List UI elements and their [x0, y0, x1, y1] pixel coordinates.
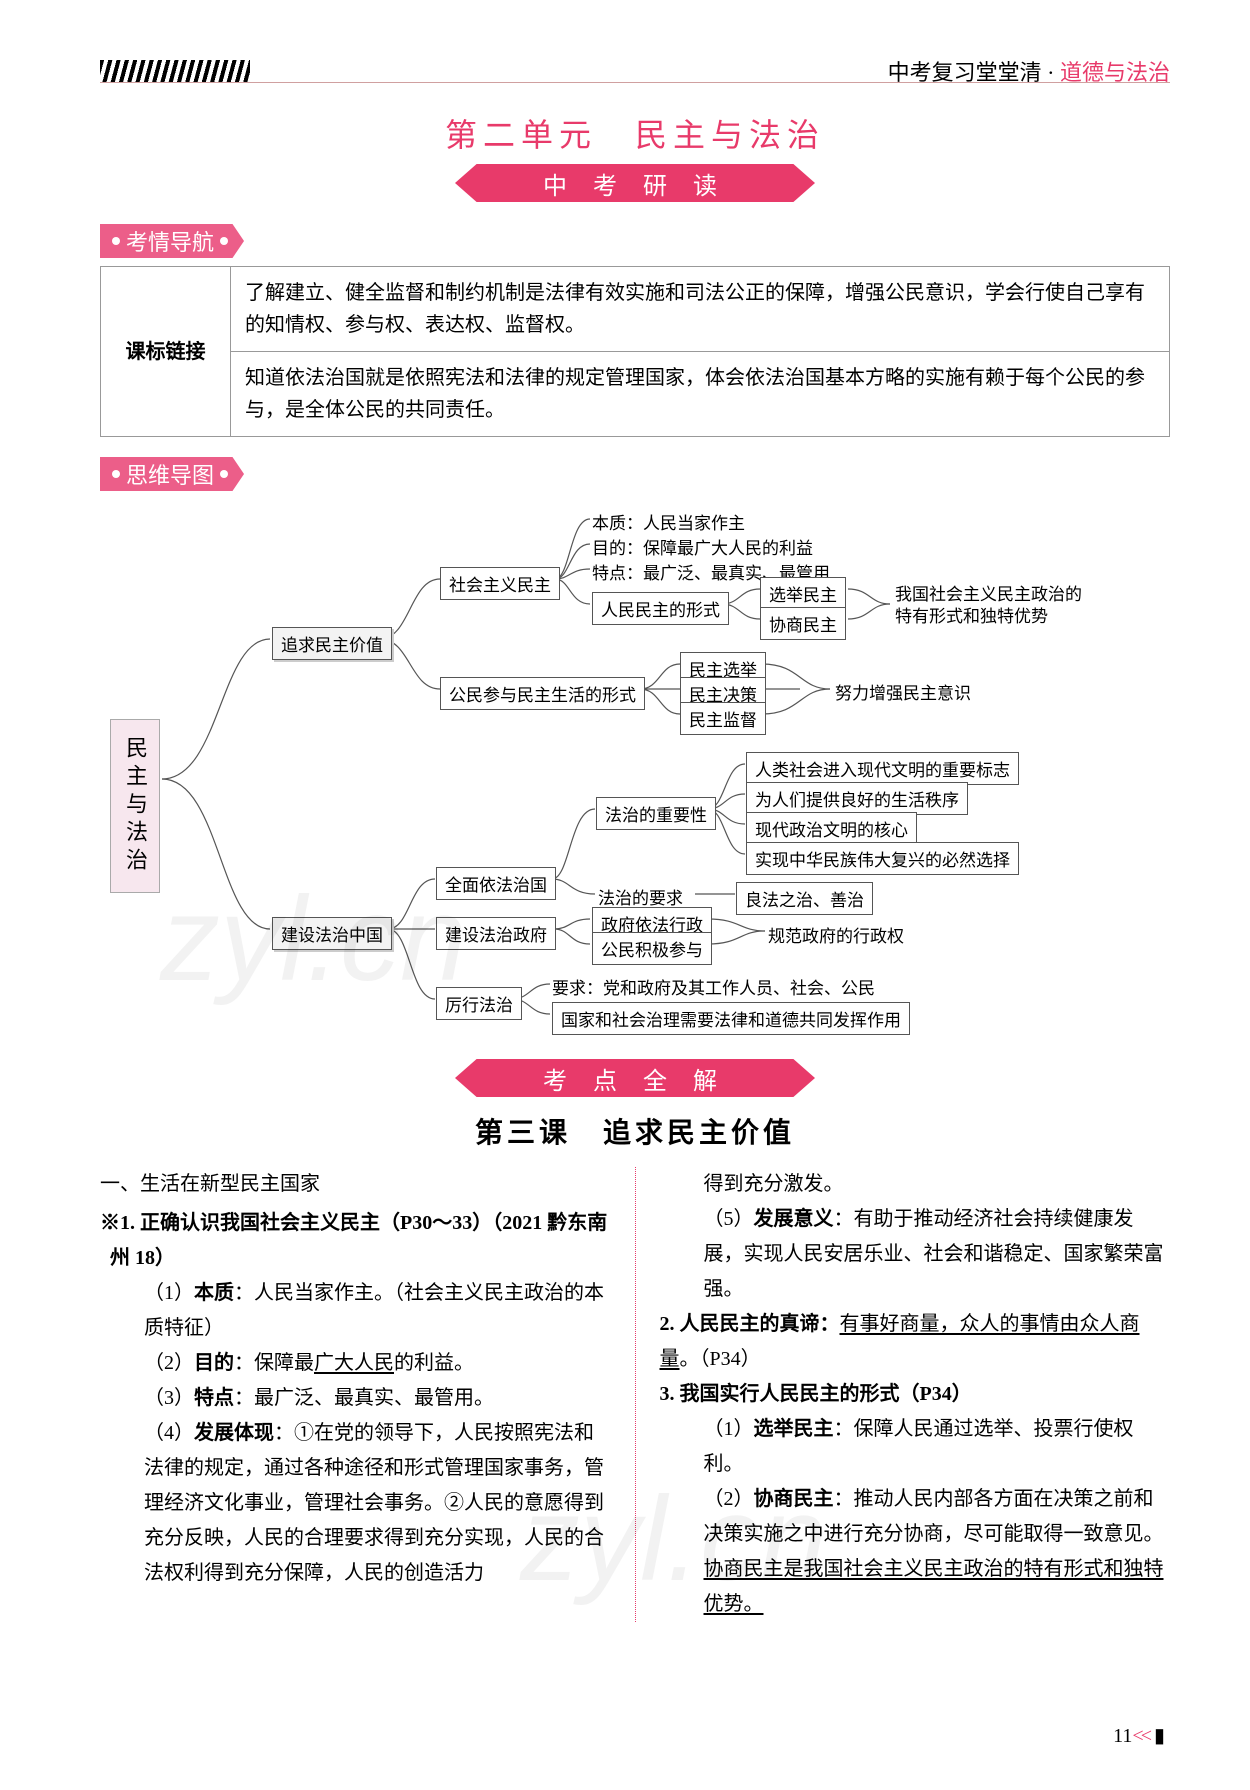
banner-zhongkao: 中 考 研 读	[455, 164, 815, 202]
banner-label: 中 考 研 读	[455, 164, 815, 202]
paragraph: 2. 人民民主的真谛：有事好商量，众人的事情由众人商量。（P34）	[660, 1307, 1171, 1377]
mm-node: 人类社会进入现代文明的重要标志	[746, 752, 1019, 785]
paragraph: ※1. 正确认识我国社会主义民主（P30～33）（2021 黔东南州 18）	[100, 1206, 611, 1276]
mm-text: 我国社会主义民主政治的特有形式和独特优势	[895, 584, 1095, 628]
mm-text: 法治的要求	[598, 884, 683, 909]
mm-node: 厉行法治	[436, 987, 522, 1020]
text: 。（P34）	[680, 1348, 761, 1370]
mm-node: 公民参与民主生活的形式	[440, 677, 645, 710]
mm-branch: 建设法治中国	[272, 917, 392, 950]
mind-map: 民主与法治 追求民主价值 建设法治中国 社会主义民主 公民参与民主生活的形式 本…	[100, 509, 1170, 1049]
text: 特点	[194, 1387, 234, 1409]
text: （1）	[144, 1282, 194, 1304]
dot-icon	[220, 237, 228, 245]
mm-node: 社会主义民主	[440, 567, 560, 600]
paragraph: （1）选举民主：保障人民通过选举、投票行使权利。	[660, 1412, 1171, 1482]
header-pink: 道德与法治	[1060, 60, 1170, 85]
mm-node: 人民民主的形式	[592, 592, 729, 625]
mm-text: 努力增强民主意识	[835, 679, 971, 704]
left-column: 一、生活在新型民主国家 ※1. 正确认识我国社会主义民主（P30～33）（202…	[100, 1167, 611, 1622]
text: （2）	[144, 1352, 194, 1374]
text: 的利益。	[394, 1352, 474, 1374]
right-column: 得到充分激发。 （5）发展意义：有助于推动经济社会持续健康发展，实现人民安居乐业…	[660, 1167, 1171, 1622]
mm-node: 建设法治政府	[436, 917, 556, 950]
paragraph: （2）目的：保障最广大人民的利益。	[100, 1346, 611, 1381]
page-number: 11	[1113, 1725, 1132, 1747]
page-footer: 11<< ▮	[1113, 1723, 1165, 1748]
paragraph: 3. 我国实行人民民主的形式（P34）	[660, 1377, 1171, 1412]
paragraph: （1）本质：人民当家作主。（社会主义民主政治的本质特征）	[100, 1276, 611, 1346]
text: 发展意义	[754, 1208, 834, 1230]
mm-node: 法治的重要性	[596, 797, 716, 830]
text: （1）	[704, 1418, 754, 1440]
text: 发展体现	[194, 1422, 274, 1444]
text: 广大人民	[314, 1352, 394, 1374]
mm-text: 要求：党和政府及其工作人员、社会、公民	[552, 974, 875, 999]
mm-node: 民主监督	[680, 702, 766, 735]
two-column-text: 一、生活在新型民主国家 ※1. 正确认识我国社会主义民主（P30～33）（202…	[100, 1167, 1170, 1622]
paragraph: 得到充分激发。	[660, 1167, 1171, 1202]
column-divider	[635, 1167, 636, 1622]
chevron-icon: <<	[1132, 1725, 1149, 1747]
mm-node: 全面依法治国	[436, 867, 556, 900]
table-left-header: 课标链接	[101, 267, 231, 437]
mm-text: 本质：人民当家作主	[592, 509, 745, 534]
text: （3）	[144, 1387, 194, 1409]
dot-icon	[112, 237, 120, 245]
tag-label: 考情导航	[126, 225, 214, 257]
text: （4）	[144, 1422, 194, 1444]
mm-node: 协商民主	[760, 607, 846, 640]
text: 本质	[194, 1282, 234, 1304]
text: （2）	[704, 1488, 754, 1510]
mm-node: 国家和社会治理需要法律和道德共同发挥作用	[552, 1002, 910, 1035]
paragraph: （2）协商民主：推动人民内部各方面在决策之前和决策实施之中进行充分协商，尽可能取…	[660, 1482, 1171, 1552]
paragraph: （5）发展意义：有助于推动经济社会持续健康发展，实现人民安居乐业、社会和谐稳定、…	[660, 1202, 1171, 1307]
unit-title: 第二单元 民主与法治	[100, 110, 1170, 156]
header-stripes	[100, 60, 250, 82]
banner-label: 考 点 全 解	[455, 1059, 815, 1097]
mm-node: 实现中华民族伟大复兴的必然选择	[746, 842, 1019, 875]
mm-text: 目的：保障最广大人民的利益	[592, 534, 813, 559]
text: 协商民主	[754, 1488, 834, 1510]
mm-node: 选举民主	[760, 577, 846, 610]
table-row: 知道依法治国就是依照宪法和法律的规定管理国家，体会依法治国基本方略的实施有赖于每…	[101, 352, 1170, 437]
table-cell: 了解建立、健全监督和制约机制是法律有效实施和司法公正的保障，增强公民意识，学会行…	[231, 267, 1170, 352]
table-cell: 知道依法治国就是依照宪法和法律的规定管理国家，体会依法治国基本方略的实施有赖于每…	[231, 352, 1170, 437]
text: 2. 人民民主的真谛：	[660, 1313, 840, 1335]
text: 目的	[194, 1352, 234, 1374]
header-plain: 中考复习堂堂清 ·	[888, 60, 1060, 85]
mm-node: 公民积极参与	[592, 932, 712, 965]
tag-kaoqing: 考情导航	[100, 224, 244, 258]
mm-root: 民主与法治	[110, 719, 160, 893]
header-subject: 中考复习堂堂清 · 道德与法治	[888, 55, 1170, 87]
kebiao-table: 课标链接 了解建立、健全监督和制约机制是法律有效实施和司法公正的保障，增强公民意…	[100, 266, 1170, 437]
banner-kaodian: 考 点 全 解	[455, 1059, 815, 1097]
section-heading: 一、生活在新型民主国家	[100, 1167, 611, 1202]
dot-icon	[112, 470, 120, 478]
text: ：①在党的领导下，人民按照宪法和法律的规定，通过各种途径和形式管理国家事务，管理…	[144, 1422, 604, 1584]
mm-branch: 追求民主价值	[272, 627, 392, 660]
text: 选举民主	[754, 1418, 834, 1440]
mm-node: 现代政治文明的核心	[746, 812, 917, 845]
paragraph: （3）特点：最广泛、最真实、最管用。	[100, 1381, 611, 1416]
text: ：最广泛、最真实、最管用。	[234, 1387, 494, 1409]
tag-siwei: 思维导图	[100, 457, 244, 491]
text: ：保障最	[234, 1352, 314, 1374]
tag-label: 思维导图	[126, 458, 214, 490]
mm-node: 为人们提供良好的生活秩序	[746, 782, 968, 815]
table-row: 课标链接 了解建立、健全监督和制约机制是法律有效实施和司法公正的保障，增强公民意…	[101, 267, 1170, 352]
text: （5）	[704, 1208, 754, 1230]
mm-node: 良法之治、善治	[736, 882, 873, 915]
paragraph: 协商民主是我国社会主义民主政治的特有形式和独特优势。	[660, 1552, 1171, 1622]
lesson-title: 第三课 追求民主价值	[100, 1111, 1170, 1151]
dot-icon	[220, 470, 228, 478]
paragraph: （4）发展体现：①在党的领导下，人民按照宪法和法律的规定，通过各种途径和形式管理…	[100, 1416, 611, 1591]
mm-text: 规范政府的行政权	[768, 922, 904, 947]
